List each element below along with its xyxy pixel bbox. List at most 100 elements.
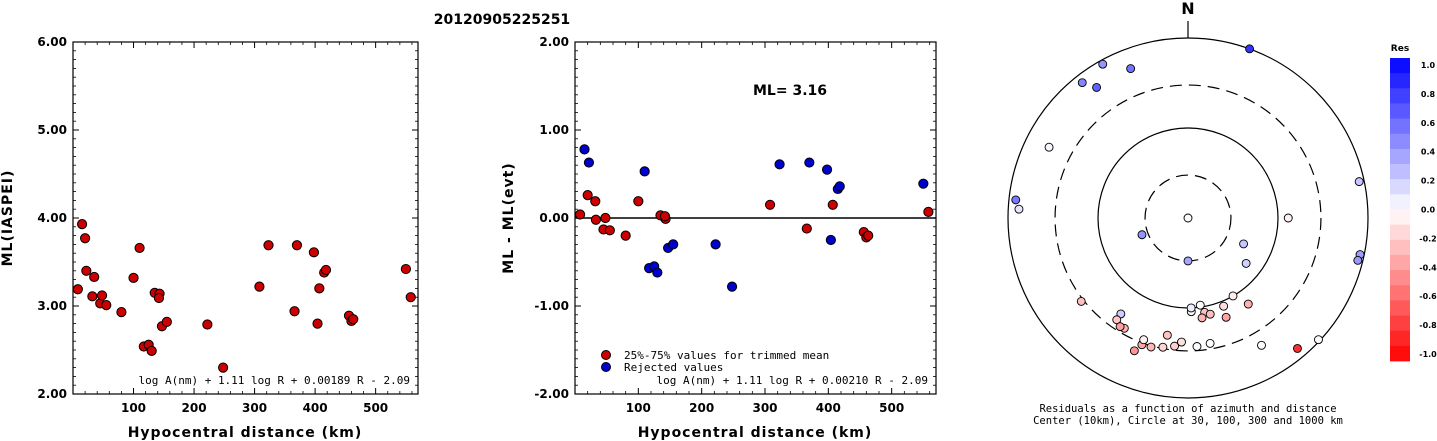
panel1-data-point xyxy=(146,345,157,356)
panel1-data-point xyxy=(76,219,88,230)
polar-point xyxy=(1162,330,1172,340)
panel2-data-point xyxy=(620,230,631,241)
panel2-y-tick-label: -1.00 xyxy=(534,299,569,313)
panel1-x-ticks: 100 200 300 400 500 xyxy=(84,42,413,415)
legend-label-rejected: Rejected values xyxy=(624,361,723,374)
legend-label-trimmed: 25%-75% values for trimmed mean xyxy=(624,349,829,362)
panel2-data-point xyxy=(825,234,836,246)
panel2-data-point xyxy=(582,190,593,201)
colorbar-cell xyxy=(1390,239,1410,256)
panel2-y-ticks: -2.00 -1.00 0.00 1.00 2.00 xyxy=(534,35,936,401)
polar-point xyxy=(1205,309,1215,319)
polar-point xyxy=(1283,213,1293,223)
panel1-x-tick-label: 200 xyxy=(182,401,207,415)
panel1-data-point xyxy=(254,281,265,292)
panel2-data-point xyxy=(579,144,590,155)
panel1-data-point xyxy=(134,242,145,254)
panel2-data-point xyxy=(659,211,671,222)
panel1-y-tick-label: 5.00 xyxy=(37,123,67,137)
polar-point xyxy=(1177,337,1186,347)
panel2-data-point xyxy=(821,164,833,175)
colorbar-cell xyxy=(1390,103,1410,119)
polar-point xyxy=(1241,258,1251,268)
panel2-data-point xyxy=(726,281,738,292)
colorbar-label: -0.2 xyxy=(1419,234,1437,243)
panel2-formula: log A(nm) + 1.11 log R + 0.00210 R - 2.0… xyxy=(656,374,928,387)
colorbar-label: 0.6 xyxy=(1421,119,1436,128)
panel1-data-point xyxy=(291,240,303,251)
panel1-data-point xyxy=(400,263,411,275)
colorbar-cell xyxy=(1390,58,1410,74)
colorbar-cell xyxy=(1390,88,1410,104)
polar-point xyxy=(1293,343,1302,353)
polar-point xyxy=(1257,340,1266,350)
panel2-x-tick-label: 500 xyxy=(879,401,904,415)
panel1-data-point xyxy=(128,272,139,283)
panel2-x-tick-label: 200 xyxy=(689,401,714,415)
polar-point xyxy=(1228,291,1238,301)
polar-point xyxy=(1115,322,1125,332)
legend-marker-rejected xyxy=(601,362,611,372)
colorbar-cell xyxy=(1390,164,1410,180)
panel2-data-point xyxy=(918,178,929,189)
colorbar-label: -0.4 xyxy=(1419,263,1437,272)
colorbar-cells xyxy=(1390,58,1410,362)
panel2-data-point xyxy=(639,166,650,177)
polar-rings xyxy=(1007,37,1369,399)
polar-point xyxy=(1158,342,1168,352)
colorbar-cell xyxy=(1390,133,1410,150)
panel2-x-tick-label: 100 xyxy=(626,401,651,415)
panel1-y-ticks: 2.00 3.00 4.00 5.00 6.00 xyxy=(37,35,418,401)
panel2-data-point xyxy=(774,159,785,170)
polar-ring xyxy=(1054,84,1322,352)
panel2-data-point xyxy=(923,206,934,217)
panel2-x-tick-label: 300 xyxy=(752,401,777,415)
panel2-x-ticks: 100 200 300 400 500 xyxy=(587,42,931,415)
panel1-x-tick-label: 300 xyxy=(242,401,267,415)
panel2-data-point xyxy=(863,230,874,241)
polar-point xyxy=(1195,300,1205,310)
colorbar-cell xyxy=(1390,315,1410,332)
colorbar-cell xyxy=(1390,194,1410,210)
panel2-data-point xyxy=(604,225,615,236)
polar-point xyxy=(1014,204,1024,214)
colorbar-cell xyxy=(1390,254,1410,271)
polar-point xyxy=(1219,301,1229,311)
polar-point xyxy=(1183,256,1193,266)
panel1-data-point xyxy=(96,290,108,301)
polar-caption-line2: Center (10km), Circle at 30, 100, 300 an… xyxy=(1033,415,1343,427)
polar-point xyxy=(1044,142,1054,152)
panel2-y-label: ML - ML(evt) xyxy=(501,162,517,273)
panel1-points xyxy=(72,219,416,373)
panel1-data-point xyxy=(202,319,213,330)
polar-point xyxy=(1243,299,1253,309)
colorbar-cell xyxy=(1390,179,1410,195)
panel1-x-tick-label: 500 xyxy=(363,401,388,415)
panel1-data-point xyxy=(263,240,274,251)
polar-point xyxy=(1011,195,1021,205)
polar-point xyxy=(1098,59,1108,69)
colorbar-label: -0.6 xyxy=(1419,292,1437,301)
figure-title: 20120905225251 xyxy=(434,12,570,28)
polar-point xyxy=(1076,296,1086,306)
panel2-data-point xyxy=(801,223,812,234)
panel1-data-point xyxy=(320,264,332,276)
polar-point xyxy=(1314,335,1323,345)
colorbar-cell xyxy=(1390,345,1410,362)
polar-point xyxy=(1170,341,1179,351)
panel1-data-point xyxy=(405,292,416,303)
colorbar-label: 1.0 xyxy=(1421,61,1436,70)
polar-point xyxy=(1077,78,1087,88)
panel1-data-point xyxy=(218,362,229,373)
colorbar-label: 0.0 xyxy=(1421,206,1436,215)
panel1-data-point xyxy=(153,292,165,304)
panel2-ml-annotation: ML= 3.16 xyxy=(753,83,827,99)
colorbar-label: -0.8 xyxy=(1419,321,1437,330)
colorbar-title: Res xyxy=(1391,44,1409,54)
legend-marker-trimmed xyxy=(601,350,611,360)
panel-residual-vs-distance: -2.00 -1.00 0.00 1.00 2.00 100 200 300 400 500 M… xyxy=(501,35,937,441)
polar-point xyxy=(1139,335,1149,345)
polar-point xyxy=(1192,342,1202,351)
panel2-data-point xyxy=(764,199,776,210)
polar-point xyxy=(1354,177,1364,187)
